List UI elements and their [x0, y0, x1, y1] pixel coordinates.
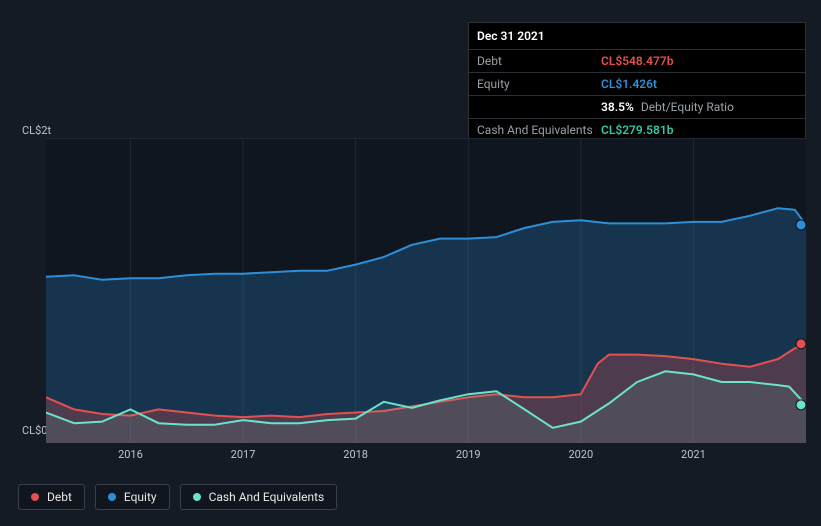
legend-item-label: Debt — [47, 490, 72, 504]
x-axis: 2016 2017 2018 2019 2020 2021 — [46, 448, 806, 466]
x-tick-label: 2021 — [681, 448, 706, 461]
tooltip-row-value: 38.5% Debt/Equity Ratio — [601, 100, 734, 114]
legend-item-cash-and-equivalents[interactable]: Cash And Equivalents — [180, 484, 338, 510]
legend-item-equity[interactable]: Equity — [95, 484, 170, 510]
chart-legend: Debt Equity Cash And Equivalents — [18, 484, 337, 510]
x-tick-label: 2020 — [568, 448, 593, 461]
tooltip-row: EquityCL$1.426t — [469, 73, 805, 96]
tooltip-row: DebtCL$548.477b — [469, 50, 805, 73]
tooltip-row-value: CL$1.426t — [601, 77, 657, 91]
tooltip-row-label: Equity — [477, 77, 601, 91]
x-tick-label: 2017 — [231, 448, 256, 461]
chart-tooltip: Dec 31 2021 DebtCL$548.477bEquityCL$1.42… — [468, 22, 806, 142]
legend-dot-icon — [108, 493, 116, 501]
y-axis-min-label: CL$0 — [22, 424, 47, 437]
x-tick-label: 2016 — [118, 448, 143, 461]
tooltip-row: 38.5% Debt/Equity Ratio — [469, 96, 805, 119]
tooltip-row-label — [477, 100, 601, 114]
tooltip-row-extra: Debt/Equity Ratio — [638, 100, 734, 114]
tooltip-date: Dec 31 2021 — [469, 23, 805, 50]
tooltip-row-label: Debt — [477, 54, 601, 68]
legend-item-label: Equity — [124, 490, 157, 504]
legend-dot-icon — [193, 493, 201, 501]
legend-item-debt[interactable]: Debt — [18, 484, 85, 510]
tooltip-row-value: CL$548.477b — [601, 54, 673, 68]
x-tick-label: 2018 — [343, 448, 368, 461]
tooltip-row-value: CL$279.581b — [601, 123, 673, 137]
chart-plot-area[interactable] — [46, 138, 806, 443]
legend-dot-icon — [31, 493, 39, 501]
x-tick-label: 2019 — [456, 448, 481, 461]
tooltip-row-label: Cash And Equivalents — [477, 123, 601, 137]
y-axis-max-label: CL$2t — [22, 124, 51, 137]
legend-item-label: Cash And Equivalents — [209, 490, 325, 504]
